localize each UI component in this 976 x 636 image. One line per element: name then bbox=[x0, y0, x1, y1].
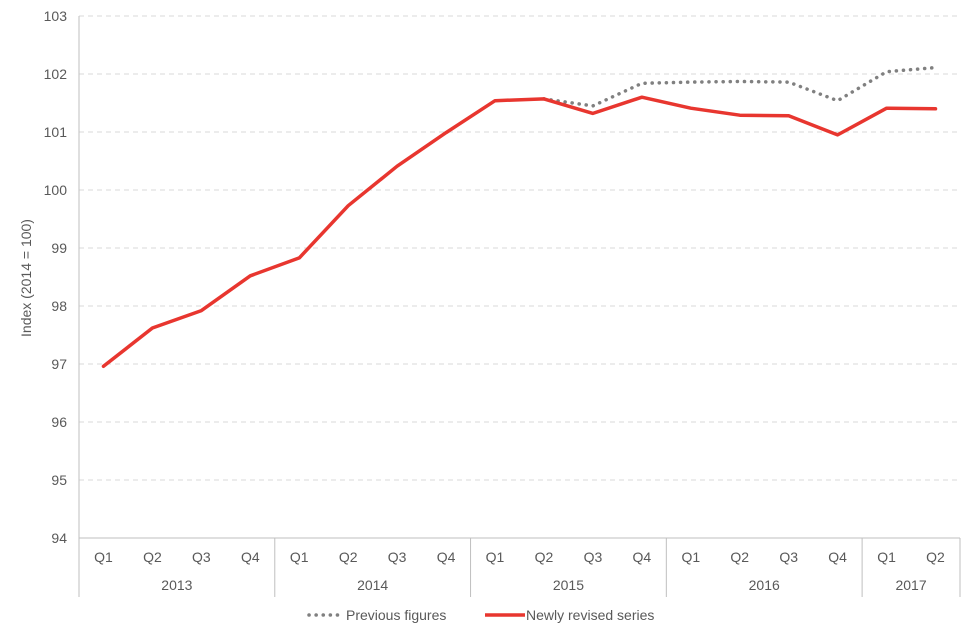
gridlines bbox=[79, 15, 960, 481]
y-tick-label: 103 bbox=[44, 8, 68, 24]
y-tick-label: 98 bbox=[51, 298, 67, 314]
x-tick-label-quarter: Q4 bbox=[437, 549, 456, 565]
y-tick-label: 97 bbox=[51, 356, 67, 372]
x-tick-label-year: 2015 bbox=[553, 577, 584, 593]
x-tick-label-quarter: Q4 bbox=[241, 549, 260, 565]
y-axis-title: Index (2014 = 100) bbox=[18, 219, 34, 337]
y-tick-label: 101 bbox=[44, 124, 68, 140]
y-tick-label: 100 bbox=[44, 182, 68, 198]
y-tick-label: 95 bbox=[51, 472, 67, 488]
x-tick-label-quarter: Q3 bbox=[584, 549, 603, 565]
series-line-newly-revised-series bbox=[101, 95, 938, 369]
series-line-previous-figures bbox=[542, 65, 938, 108]
series-lines bbox=[101, 65, 938, 369]
x-tick-label-year: 2014 bbox=[357, 577, 388, 593]
x-tick-label-quarter: Q1 bbox=[681, 549, 700, 565]
x-tick-label-year: 2013 bbox=[161, 577, 192, 593]
x-tick-label-quarter: Q4 bbox=[828, 549, 847, 565]
x-tick-label-quarter: Q1 bbox=[290, 549, 309, 565]
x-tick-label-quarter: Q2 bbox=[730, 549, 749, 565]
y-tick-label: 99 bbox=[51, 240, 67, 256]
y-tick-label: 94 bbox=[51, 530, 67, 546]
x-tick-label-quarter: Q1 bbox=[94, 549, 113, 565]
y-tick-label: 102 bbox=[44, 66, 68, 82]
legend-label-newly-revised-series: Newly revised series bbox=[526, 607, 654, 623]
x-tick-label-year: 2017 bbox=[895, 577, 926, 593]
x-tick-label-quarter: Q2 bbox=[143, 549, 162, 565]
x-tick-label-quarter: Q1 bbox=[877, 549, 896, 565]
y-axis: 94 95 96 97 98 99 100 101 102 103 bbox=[44, 8, 80, 546]
x-tick-label-quarter: Q2 bbox=[535, 549, 554, 565]
x-tick-label-quarter: Q4 bbox=[633, 549, 652, 565]
x-tick-label-quarter: Q2 bbox=[926, 549, 945, 565]
legend: Previous figures Newly revised series bbox=[307, 607, 654, 623]
x-tick-label-quarter: Q3 bbox=[388, 549, 407, 565]
x-tick-label-quarter: Q3 bbox=[192, 549, 211, 565]
legend-label-previous-figures: Previous figures bbox=[346, 607, 446, 623]
x-tick-label-quarter: Q3 bbox=[779, 549, 798, 565]
x-tick-label-year: 2016 bbox=[749, 577, 780, 593]
x-axis: Q1 Q2 Q3 Q4 Q1 Q2 Q3 Q4 Q1 Q2 Q3 Q4 Q1 Q2 Q3 Q4 Q1 Q2 2013… bbox=[78, 537, 961, 597]
x-tick-label-quarter: Q2 bbox=[339, 549, 358, 565]
x-tick-label-quarter: Q1 bbox=[486, 549, 505, 565]
y-tick-label: 96 bbox=[51, 414, 67, 430]
